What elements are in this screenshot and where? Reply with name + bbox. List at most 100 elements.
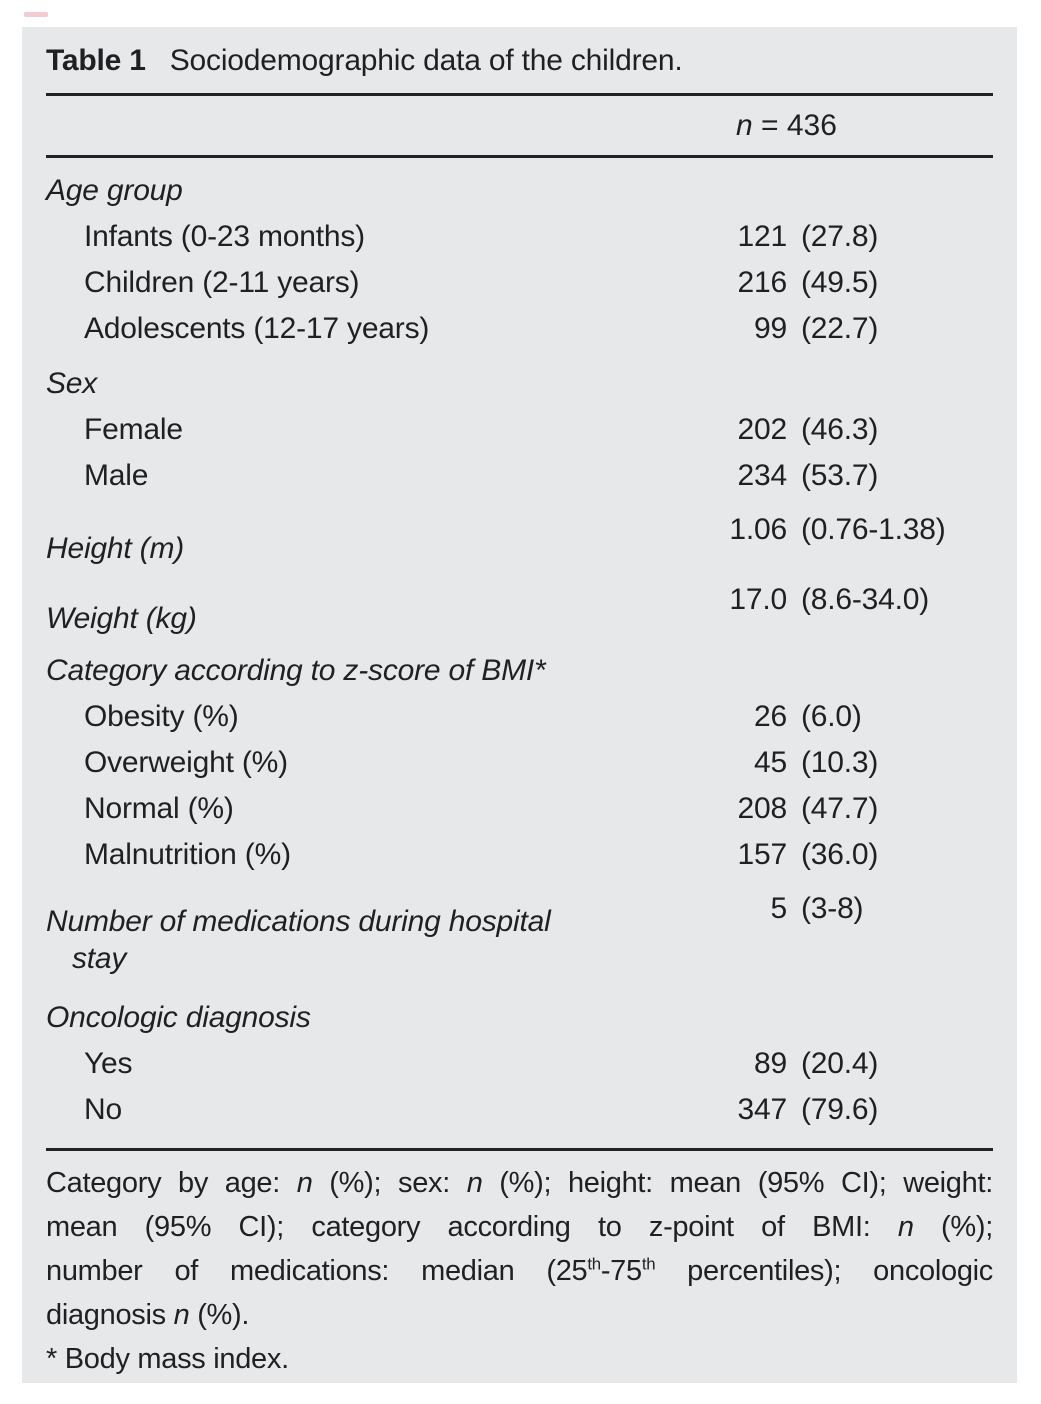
footnote-line-1: Category by age: n (%); sex: n (%); heig… (46, 1161, 993, 1205)
value-ci: (0.76-1.38) (801, 513, 946, 546)
table-row-section-sex: Sex (46, 361, 993, 407)
table-row-overweight: Overweight (%) 45 (10.3) (46, 740, 993, 786)
table-row-section-age-group: Age group (46, 168, 993, 214)
table-title: Table 1 Sociodemographic data of the chil… (46, 27, 993, 82)
scan-artifact (24, 12, 48, 17)
table-row-malnutrition: Malnutrition (%) 157 (36.0) (46, 832, 993, 878)
table-content: Table 1 Sociodemographic data of the chil… (22, 27, 1017, 1381)
value-percent: (53.7) (801, 459, 879, 492)
rule-bottom (46, 1148, 993, 1151)
value-percentiles: (3-8) (801, 892, 864, 925)
footnote-text: Category by age: (46, 1167, 297, 1199)
value-count: 45 (754, 746, 787, 779)
row-value: 216 (49.5) (687, 260, 993, 306)
footnote-asterisk: * Body mass index. (46, 1343, 289, 1375)
value-count: 216 (737, 266, 788, 299)
table-row-weight: Weight (kg) 17.0 (8.6-34.0) (46, 577, 993, 639)
row-label: Malnutrition (%) (84, 838, 291, 871)
table-number: Table 1 (46, 44, 146, 77)
n-symbol: n (296, 1167, 313, 1199)
value-count: 208 (737, 792, 788, 825)
row-value: 17.0 (8.6-34.0) (687, 577, 993, 623)
row-label: Yes (84, 1047, 133, 1080)
footnote-line-2: mean (95% CI); category according to z-p… (46, 1205, 993, 1249)
table-row-infants: Infants (0-23 months) 121 (27.8) (46, 214, 993, 260)
table-row-height: Height (m) 1.06 (0.76-1.38) (46, 507, 993, 569)
value-percent: (27.8) (801, 220, 879, 253)
footnote-text: -75 (600, 1255, 642, 1287)
table-row-obesity: Obesity (%) 26 (6.0) (46, 694, 993, 740)
table-row-male: Male 234 (53.7) (46, 453, 993, 499)
value-count: 99 (754, 312, 787, 345)
row-label: Age group (46, 174, 183, 207)
table-panel: Table 1 Sociodemographic data of the chil… (22, 27, 1017, 1383)
footnote-line-3: number of medications: median (25th-75th… (46, 1249, 993, 1293)
row-label: Adolescents (12-17 years) (84, 312, 430, 345)
row-value: 347 (79.6) (687, 1087, 993, 1133)
row-value: 202 (46.3) (687, 407, 993, 453)
table-row-medications: Number of medications during hospital st… (46, 886, 993, 986)
row-label: Height (m) (46, 532, 185, 565)
value-percent: (22.7) (801, 312, 879, 345)
superscript-th: th (641, 1254, 656, 1274)
footnote-line-4: diagnosis n (%). (46, 1293, 993, 1337)
value-percent: (49.5) (801, 266, 879, 299)
row-label: No (84, 1093, 122, 1126)
footnote-text: mean (95% CI); category according to z-p… (46, 1211, 898, 1243)
row-value: 45 (10.3) (687, 740, 993, 786)
footnote-text: (%). (189, 1299, 250, 1331)
footnote-text: (%); height: mean (95% CI); weight: (482, 1167, 993, 1199)
footnote-text: (%); sex: (312, 1167, 467, 1199)
table-caption: Sociodemographic data of the children. (169, 44, 683, 77)
n-symbol: n (173, 1299, 190, 1331)
table-row-adolescents: Adolescents (12-17 years) 99 (22.7) (46, 306, 993, 352)
value-mean: 1.06 (729, 513, 787, 546)
n-symbol: n (897, 1211, 914, 1243)
row-value: 208 (47.7) (687, 786, 993, 832)
footnote-text: percentiles); oncologic (655, 1255, 994, 1287)
n-symbol: n (736, 109, 753, 142)
rule-mid (46, 155, 993, 158)
row-label: Overweight (%) (84, 746, 288, 779)
table-row-female: Female 202 (46.3) (46, 407, 993, 453)
superscript-th: th (587, 1254, 601, 1274)
table-row-children: Children (2-11 years) 216 (49.5) (46, 260, 993, 306)
value-count: 89 (754, 1047, 787, 1080)
n-value: = 436 (752, 109, 837, 142)
rule-top (46, 93, 993, 96)
row-label: Obesity (%) (84, 700, 239, 733)
row-label: Children (2-11 years) (84, 266, 360, 299)
row-value: 5 (3-8) (687, 886, 993, 932)
row-label: Normal (%) (84, 792, 234, 825)
row-value: 26 (6.0) (687, 694, 993, 740)
value-percent: (10.3) (801, 746, 879, 779)
value-count: 347 (737, 1093, 788, 1126)
row-label: Infants (0-23 months) (84, 220, 365, 253)
value-percent: (36.0) (801, 838, 879, 871)
column-header-n: n = 436 (736, 109, 837, 142)
row-label-line2: stay (72, 942, 127, 975)
row-value: 1.06 (0.76-1.38) (687, 507, 993, 553)
n-symbol: n (466, 1167, 483, 1199)
row-label: Weight (kg) (46, 602, 197, 635)
row-label: Category according to z-score of BMI* (46, 654, 546, 687)
value-median: 5 (770, 892, 788, 925)
value-percent: (46.3) (801, 413, 879, 446)
footnote-text: (%); (913, 1211, 993, 1243)
row-label: Oncologic diagnosis (46, 1001, 311, 1034)
footnote-text: diagnosis (46, 1299, 174, 1331)
table-row-section-oncologic: Oncologic diagnosis (46, 995, 993, 1041)
value-count: 234 (737, 459, 788, 492)
value-ci: (8.6-34.0) (801, 583, 930, 616)
value-count: 202 (737, 413, 788, 446)
value-mean: 17.0 (729, 583, 787, 616)
value-percent: (47.7) (801, 792, 879, 825)
row-label: Sex (46, 367, 98, 400)
column-header: n = 436 (46, 103, 993, 149)
value-count: 121 (737, 220, 788, 253)
value-percent: (79.6) (801, 1093, 879, 1126)
row-value: 157 (36.0) (687, 832, 993, 878)
row-value: 99 (22.7) (687, 306, 993, 352)
row-label: Female (84, 413, 183, 446)
